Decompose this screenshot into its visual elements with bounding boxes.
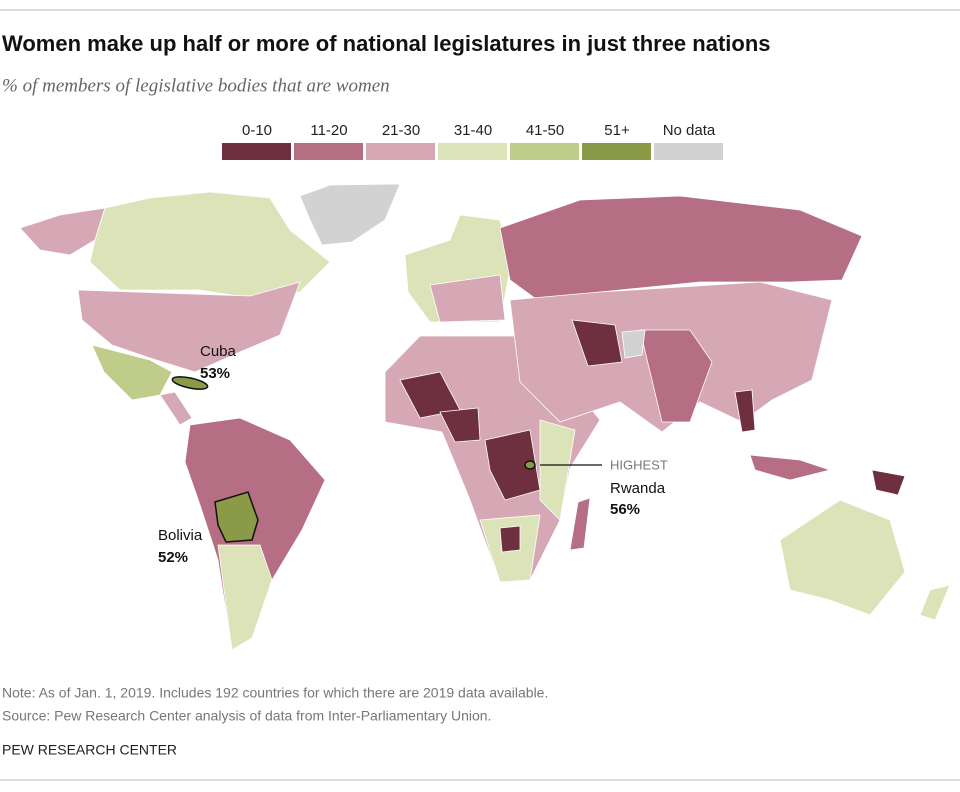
annotation-value: 53% bbox=[200, 365, 230, 382]
legend-swatch bbox=[654, 143, 723, 160]
annotation-country: Bolivia bbox=[158, 527, 203, 544]
region bbox=[639, 329, 713, 423]
annotation-value: 56% bbox=[610, 501, 640, 518]
annotation-note: HIGHEST bbox=[610, 457, 668, 472]
highlights bbox=[171, 376, 536, 543]
legend-swatch bbox=[222, 143, 291, 160]
region bbox=[19, 207, 106, 256]
region bbox=[499, 195, 863, 303]
annotation-value: 52% bbox=[158, 549, 188, 566]
region bbox=[159, 391, 193, 426]
legend-label: 11-20 bbox=[310, 122, 347, 139]
region bbox=[77, 281, 301, 373]
note: Note: As of Jan. 1, 2019. Includes 192 c… bbox=[2, 685, 548, 701]
region bbox=[499, 525, 521, 553]
region bbox=[299, 183, 401, 246]
legend-label: 41-50 bbox=[526, 122, 564, 139]
legend-label: 21-30 bbox=[382, 122, 420, 139]
annotation-country: Cuba bbox=[200, 343, 237, 360]
legend-swatch bbox=[366, 143, 435, 160]
annotation-country: Rwanda bbox=[610, 480, 666, 497]
region bbox=[439, 407, 481, 443]
legend-label: 31-40 bbox=[454, 122, 492, 139]
country-cuba bbox=[171, 376, 209, 390]
source: Source: Pew Research Center analysis of … bbox=[2, 708, 491, 724]
legend-swatch bbox=[582, 143, 651, 160]
region bbox=[571, 319, 623, 367]
subtitle: % of members of legislative bodies that … bbox=[2, 75, 390, 96]
legend-swatch bbox=[510, 143, 579, 160]
region bbox=[734, 389, 756, 433]
credit: PEW RESEARCH CENTER bbox=[2, 742, 177, 758]
legend-label: 51+ bbox=[604, 122, 630, 139]
title: Women make up half or more of national l… bbox=[2, 31, 771, 56]
region bbox=[749, 454, 832, 481]
region bbox=[621, 329, 646, 359]
region bbox=[217, 544, 273, 651]
region bbox=[429, 274, 506, 323]
region bbox=[569, 497, 591, 551]
legend-swatch bbox=[438, 143, 507, 160]
region bbox=[484, 429, 541, 501]
map bbox=[19, 183, 951, 651]
region bbox=[539, 419, 576, 521]
legend-label: No data bbox=[663, 122, 716, 139]
legend: 0-10 11-20 21-30 31-40 41-50 51+ No data bbox=[222, 122, 723, 160]
region bbox=[871, 469, 906, 496]
country-bolivia bbox=[214, 491, 259, 543]
region bbox=[779, 499, 906, 616]
region bbox=[919, 584, 951, 621]
legend-label: 0-10 bbox=[242, 122, 272, 139]
region bbox=[89, 191, 331, 299]
country-rwanda bbox=[524, 460, 536, 470]
legend-swatch bbox=[294, 143, 363, 160]
